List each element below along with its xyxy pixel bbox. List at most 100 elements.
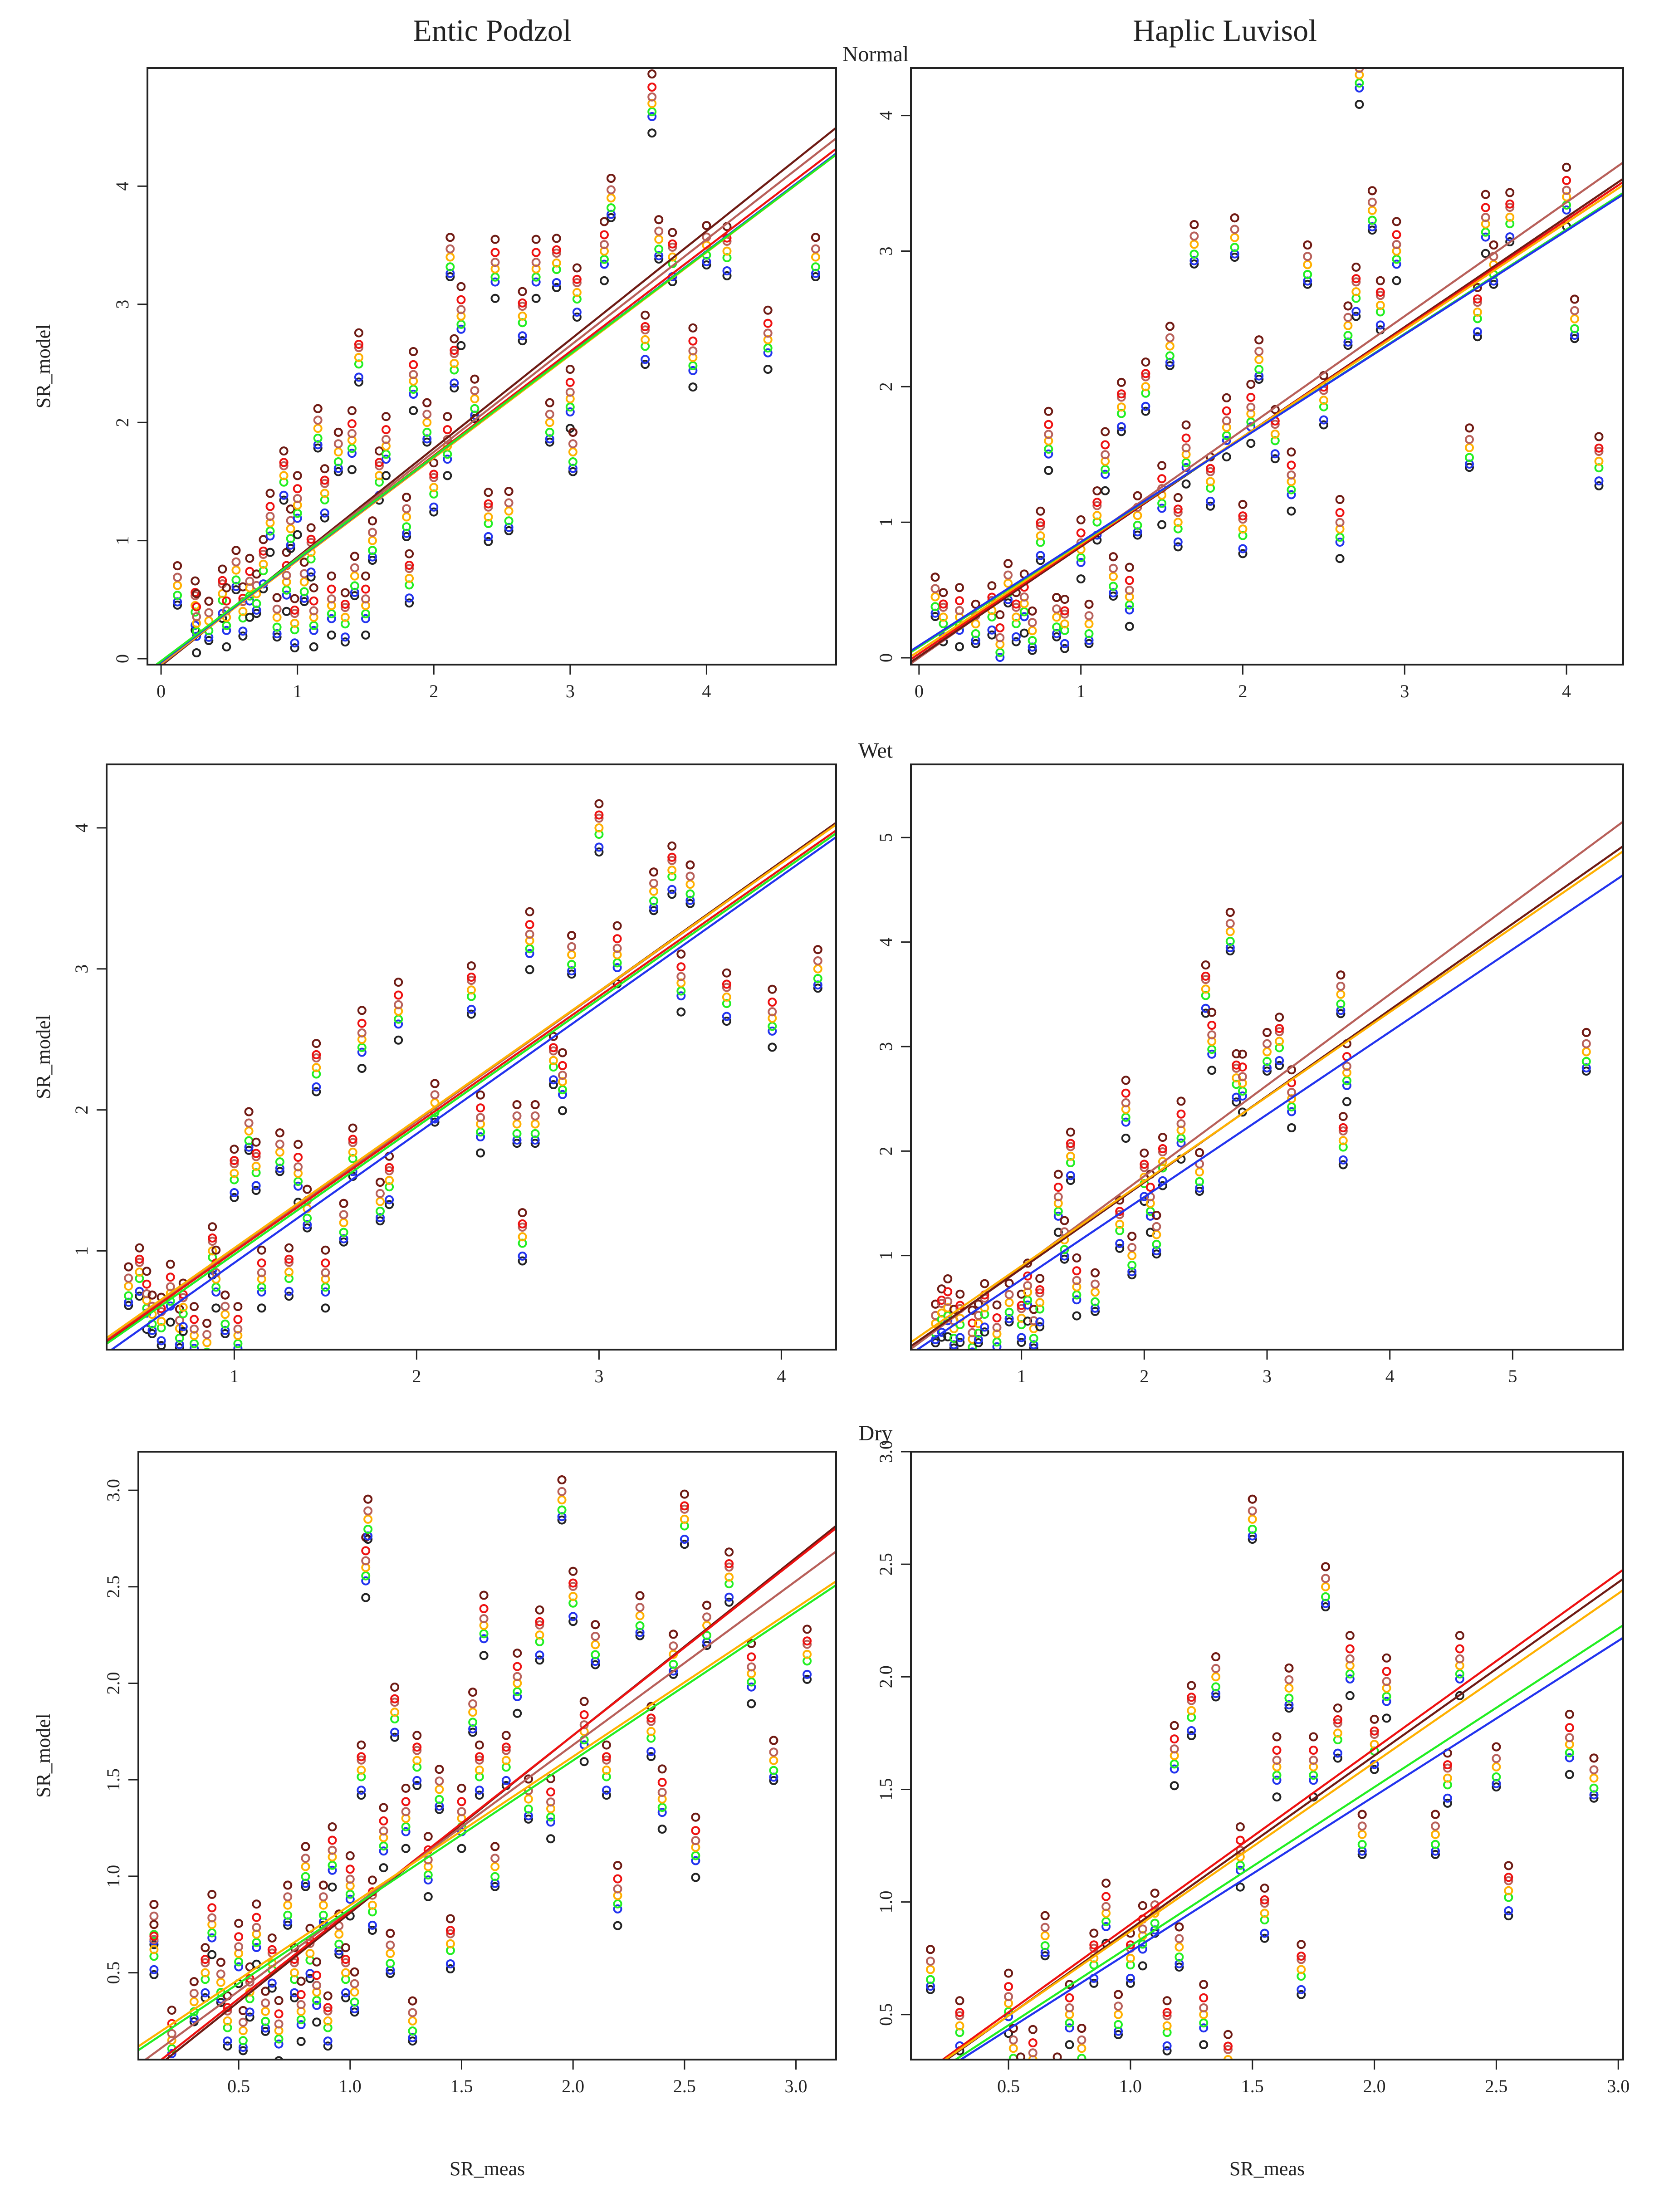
data-point-darkred bbox=[931, 1299, 940, 1309]
data-point-brown bbox=[1345, 1654, 1355, 1664]
data-point-green bbox=[607, 203, 616, 213]
data-point-black bbox=[646, 1752, 656, 1762]
data-point-black bbox=[641, 360, 650, 369]
data-point-red bbox=[722, 979, 731, 989]
data-point-blue bbox=[688, 366, 698, 375]
data-point-brown bbox=[1211, 1664, 1221, 1673]
data-point-red bbox=[1287, 460, 1296, 470]
data-point-black bbox=[361, 630, 370, 640]
data-point-black bbox=[1284, 1703, 1294, 1713]
data-point-darkred bbox=[149, 1920, 159, 1929]
data-point-green bbox=[222, 621, 231, 630]
data-point-blue bbox=[1145, 1211, 1155, 1221]
data-point-green bbox=[294, 1177, 303, 1186]
data-point-orange bbox=[557, 1495, 567, 1505]
data-point-black bbox=[1141, 406, 1150, 416]
x-tick-label: 2.5 bbox=[1485, 2076, 1507, 2096]
data-point-green bbox=[293, 509, 302, 518]
data-point-green bbox=[490, 1872, 500, 1881]
data-point-blue bbox=[1017, 2099, 1024, 2106]
data-point-black bbox=[980, 1327, 989, 1337]
data-point-black bbox=[548, 1080, 558, 1089]
data-point-brown bbox=[1036, 521, 1045, 531]
data-point-darkred bbox=[1066, 1127, 1075, 1137]
data-point-darkred bbox=[275, 1128, 284, 1138]
row-label-dry: Dry bbox=[859, 1421, 893, 1445]
data-point-blue bbox=[445, 1959, 455, 1968]
data-point-black bbox=[1431, 1850, 1440, 1859]
data-point-orange bbox=[1206, 477, 1215, 486]
data-point-green bbox=[1570, 324, 1579, 333]
data-point-black bbox=[252, 609, 261, 618]
data-point-orange bbox=[1165, 341, 1175, 351]
data-point-brown bbox=[1189, 231, 1199, 241]
data-point-blue bbox=[323, 2036, 333, 2046]
data-point-darkred bbox=[1343, 301, 1353, 311]
data-point-blue bbox=[306, 568, 316, 577]
data-point-brown bbox=[1263, 1039, 1272, 1048]
x-tick-label: 5 bbox=[1508, 1366, 1517, 1386]
data-point-blue bbox=[987, 625, 997, 635]
data-point-blue bbox=[1011, 632, 1021, 641]
data-point-darkred bbox=[649, 867, 658, 877]
y-axis-label: SR_model bbox=[32, 324, 54, 409]
data-point-darkred bbox=[191, 576, 200, 586]
data-point-black bbox=[1201, 1008, 1210, 1018]
data-point-brown bbox=[558, 1071, 567, 1080]
data-point-brown bbox=[320, 479, 329, 488]
data-point-brown bbox=[457, 1807, 466, 1816]
data-point-green bbox=[613, 1899, 622, 1909]
data-point-darkred bbox=[341, 1943, 350, 1953]
data-point-brown bbox=[409, 370, 418, 379]
data-point-black bbox=[1222, 452, 1231, 462]
data-point-black bbox=[303, 1223, 312, 1233]
data-point-black bbox=[949, 1343, 959, 1350]
data-point-brown bbox=[290, 609, 299, 618]
data-point-green bbox=[376, 1206, 385, 1216]
data-point-darkred bbox=[347, 406, 357, 416]
data-point-brown bbox=[173, 573, 182, 582]
data-point-darkred bbox=[768, 984, 777, 994]
data-point-red bbox=[535, 1617, 544, 1626]
data-point-blue bbox=[267, 1978, 277, 1988]
data-point-black bbox=[769, 1776, 778, 1785]
data-point-black bbox=[1260, 1933, 1269, 1943]
data-point-blue bbox=[1035, 1317, 1045, 1326]
data-point-darkred bbox=[321, 1245, 330, 1255]
data-point-blue bbox=[1335, 538, 1345, 547]
data-point-green bbox=[468, 1718, 478, 1727]
data-point-black bbox=[1115, 1243, 1125, 1253]
data-point-green bbox=[443, 450, 452, 459]
data-point-blue bbox=[1455, 1674, 1464, 1683]
data-point-brown bbox=[594, 813, 604, 823]
data-point-green bbox=[1199, 2018, 1209, 2028]
data-point-darkred bbox=[296, 1977, 306, 1986]
data-point-brown bbox=[1357, 1821, 1367, 1831]
data-point-black bbox=[602, 1791, 611, 1800]
data-point-black bbox=[545, 437, 554, 447]
data-point-red bbox=[501, 1742, 511, 1752]
data-point-black bbox=[676, 1007, 686, 1017]
data-point-blue bbox=[245, 2007, 254, 2017]
data-point-green bbox=[1195, 1177, 1204, 1186]
data-point-darkred bbox=[211, 1245, 221, 1255]
data-point-darkred bbox=[1565, 1709, 1574, 1719]
data-point-red bbox=[390, 1694, 400, 1703]
data-point-brown bbox=[1594, 447, 1604, 456]
data-point-orange bbox=[368, 536, 377, 545]
data-point-black bbox=[222, 642, 231, 651]
data-point-black bbox=[296, 2037, 306, 2046]
data-point-orange bbox=[1114, 2010, 1123, 2019]
data-point-red bbox=[518, 1219, 527, 1228]
data-point-blue bbox=[211, 1287, 221, 1297]
data-point-orange bbox=[348, 1147, 357, 1157]
y-tick-label: 2 bbox=[112, 418, 132, 427]
data-point-darkred bbox=[368, 516, 377, 526]
data-point-black bbox=[1089, 1978, 1099, 1988]
data-point-brown bbox=[1053, 1192, 1063, 1202]
data-point-brown bbox=[1570, 306, 1579, 315]
data-point-black bbox=[1060, 1254, 1069, 1264]
data-point-black bbox=[347, 465, 357, 475]
data-point-orange bbox=[568, 1592, 578, 1601]
